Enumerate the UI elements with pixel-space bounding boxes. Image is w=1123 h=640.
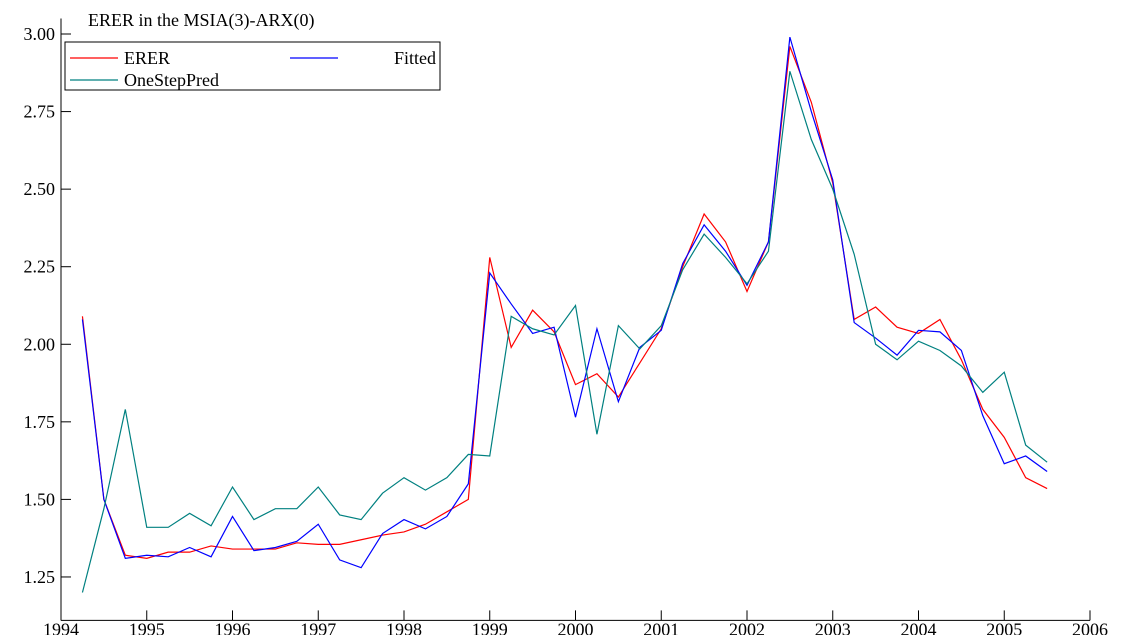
x-tick-label: 1997 — [300, 619, 336, 635]
line-series — [81, 36, 1048, 569]
y-tick-label: 2.25 — [24, 257, 56, 277]
y-tick-label: 1.50 — [24, 489, 56, 509]
y-tick-label: 2.50 — [24, 179, 56, 199]
x-tick-label: 1996 — [215, 619, 251, 635]
y-tick-label: 3.00 — [24, 24, 56, 44]
x-tick-label: 2002 — [729, 619, 765, 635]
x-tick-label: 2005 — [986, 619, 1022, 635]
x-tick-label: 2004 — [901, 619, 937, 635]
legend-label: ERER — [124, 48, 170, 68]
chart-title: ERER in the MSIA(3)-ARX(0) — [88, 10, 314, 31]
line-series — [81, 71, 1048, 593]
x-tick-label: 1995 — [129, 619, 165, 635]
y-tick-label: 1.75 — [24, 412, 56, 432]
x-tick-label: 2003 — [815, 619, 851, 635]
y-tick-label: 1.25 — [24, 567, 56, 587]
legend-box — [64, 41, 441, 91]
line-series — [81, 46, 1048, 559]
legend-label: Fitted — [394, 48, 436, 68]
x-tick-label: 2006 — [1072, 619, 1108, 635]
legend-label: OneStepPred — [124, 70, 219, 90]
x-tick-label: 1998 — [386, 619, 422, 635]
y-tick-label: 2.00 — [24, 334, 56, 354]
x-tick-label: 2000 — [558, 619, 594, 635]
y-tick-label: 2.75 — [24, 102, 56, 122]
x-tick-label: 1994 — [43, 619, 79, 635]
x-tick-label: 1999 — [472, 619, 508, 635]
x-tick-label: 2001 — [643, 619, 679, 635]
